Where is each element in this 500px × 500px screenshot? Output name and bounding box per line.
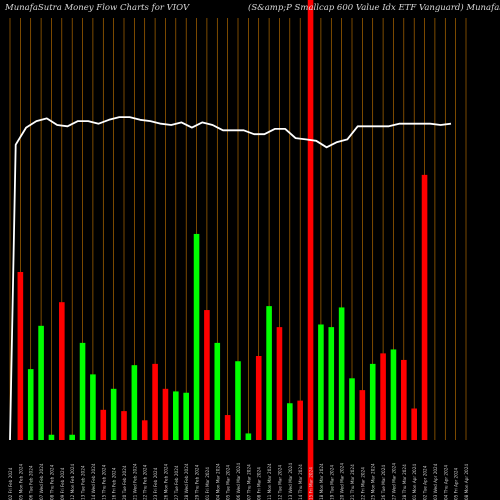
money-flow-bar	[162, 388, 169, 440]
money-flow-bar	[152, 363, 158, 440]
money-flow-bar	[38, 325, 44, 440]
money-flow-bar	[48, 434, 55, 440]
x-tick-label: 26 Tue Mar 2024	[381, 465, 386, 500]
x-tick-label: 12 Mon Feb 2024	[70, 463, 75, 500]
x-tick-label: 08 Fri Mar 2024	[257, 467, 262, 500]
money-flow-bar	[90, 374, 96, 440]
x-tick-label: 09 Fri Feb 2024	[60, 467, 65, 500]
x-tick-label: 07 Wed Feb 2024	[39, 463, 44, 500]
money-flow-bar	[318, 324, 324, 440]
money-flow-bar	[349, 378, 355, 440]
money-flow-bar	[27, 369, 34, 440]
money-flow-bar	[266, 306, 272, 440]
x-tick-label: 28 Thu Mar 2024	[402, 464, 407, 500]
x-tick-label: 07 Thu Mar 2024	[246, 464, 251, 500]
x-tick-label: 02 Fri Feb 2024	[8, 467, 13, 500]
money-flow-bar	[235, 361, 241, 440]
money-flow-bar	[214, 342, 221, 440]
x-tick-label: 05 Fri Apr 2024	[454, 467, 459, 500]
flow-line-group	[9, 116, 452, 441]
x-tick-label: 14 Thu Mar 2024	[298, 464, 303, 500]
x-tick-label: 02 Tue Apr 2024	[423, 465, 428, 500]
x-tick-label: 16 Fri Feb 2024	[112, 467, 117, 500]
chart-title-right: (S&amp;P Smallcap 600 Value Idx ETF Vang…	[248, 2, 500, 13]
money-flow-line	[9, 116, 452, 441]
money-flow-bar	[121, 411, 127, 440]
x-tick-label: 01 Fri Mar 2024	[205, 467, 210, 500]
money-flow-bar	[255, 356, 262, 440]
money-flow-bar	[224, 415, 231, 440]
x-tick-label: 05 Mon Feb 2024	[18, 463, 23, 500]
money-flow-bar	[183, 392, 189, 440]
money-flow-bar	[328, 327, 335, 440]
x-tick-label: 08 Mon Apr 2024	[464, 464, 469, 500]
money-flow-bar	[141, 420, 148, 440]
x-tick-label: 11 Mon Mar 2024	[267, 463, 272, 500]
x-tick-label: 25 Mon Mar 2024	[371, 463, 376, 500]
x-tick-label: 06 Tue Feb 2024	[29, 465, 34, 500]
x-tick-label: 21 Wed Feb 2024	[132, 463, 137, 500]
money-flow-bar	[421, 174, 428, 440]
money-flow-bar	[79, 342, 86, 440]
money-flow-bar	[131, 365, 138, 440]
x-tick-label: 20 Wed Mar 2024	[340, 463, 345, 500]
x-tick-label: 13 Tue Feb 2024	[81, 465, 86, 500]
x-tick-label: 05 Tue Mar 2024	[226, 465, 231, 500]
money-flow-bar	[380, 353, 386, 440]
x-tick-label: 12 Tue Mar 2024	[278, 465, 283, 500]
money-flow-bar	[69, 434, 75, 440]
x-tick-label: 22 Thu Feb 2024	[143, 464, 148, 500]
money-flow-bar	[307, 0, 314, 500]
x-tick-label: 28 Wed Feb 2024	[184, 463, 189, 500]
money-flow-bar	[276, 327, 283, 440]
x-tick-label: 21 Thu Mar 2024	[350, 464, 355, 500]
money-flow-bar	[359, 390, 366, 440]
x-tick-label: 13 Wed Mar 2024	[288, 463, 293, 500]
money-flow-bar	[193, 233, 200, 440]
chart-title-left: MunafaSutra Money Flow Charts for VIOV	[4, 3, 190, 13]
x-tick-label: 04 Thu Apr 2024	[443, 465, 448, 500]
x-tick-label: 27 Tue Feb 2024	[174, 465, 179, 500]
x-tick-label: 14 Wed Feb 2024	[91, 463, 96, 500]
x-tick-label: 01 Mon Apr 2024	[412, 464, 417, 500]
money-flow-bar	[204, 310, 210, 440]
x-tick-label: 22 Fri Mar 2024	[360, 467, 365, 500]
x-tick-label: 19 Tue Mar 2024	[329, 465, 334, 500]
money-flow-bar	[17, 272, 24, 440]
money-flow-bar	[369, 363, 376, 440]
money-flow-bar	[100, 409, 107, 440]
money-flow-bar	[297, 400, 303, 440]
x-tick-label: 08 Thu Feb 2024	[50, 464, 55, 500]
money-flow-bar	[401, 359, 407, 440]
x-tick-label: 03 Wed Apr 2024	[433, 463, 438, 500]
money-flow-bar	[173, 391, 179, 440]
bars-group	[17, 0, 428, 500]
money-flow-bar	[338, 307, 345, 440]
x-tick-label: 23 Fri Feb 2024	[153, 467, 158, 500]
money-flow-bar	[245, 433, 252, 440]
x-tick-label: 15 Thu Feb 2024	[101, 464, 106, 500]
x-tick-label: 20 Tue Feb 2024	[122, 465, 127, 500]
x-tick-label: 04 Mon Mar 2024	[215, 463, 220, 500]
x-tick-label: 29 Thu Feb 2024	[195, 464, 200, 500]
x-tick-label: 27 Wed Mar 2024	[392, 463, 397, 500]
money-flow-bar	[59, 302, 65, 440]
x-tick-label: 26 Mon Feb 2024	[164, 463, 169, 500]
x-tick-label: 18 Mon Mar 2024	[319, 463, 324, 500]
x-tick-label: 15 Fri Mar 2024	[309, 467, 314, 500]
money-flow-bar	[411, 408, 417, 440]
x-tick-label: 06 Wed Mar 2024	[236, 463, 241, 500]
money-flow-bar	[287, 403, 293, 440]
money-flow-bar	[110, 388, 117, 440]
x-tick-labels: 02 Fri Feb 2024 05 Mon Feb 2024 06 Tue Feb…	[8, 463, 469, 500]
money-flow-bar	[390, 349, 397, 440]
